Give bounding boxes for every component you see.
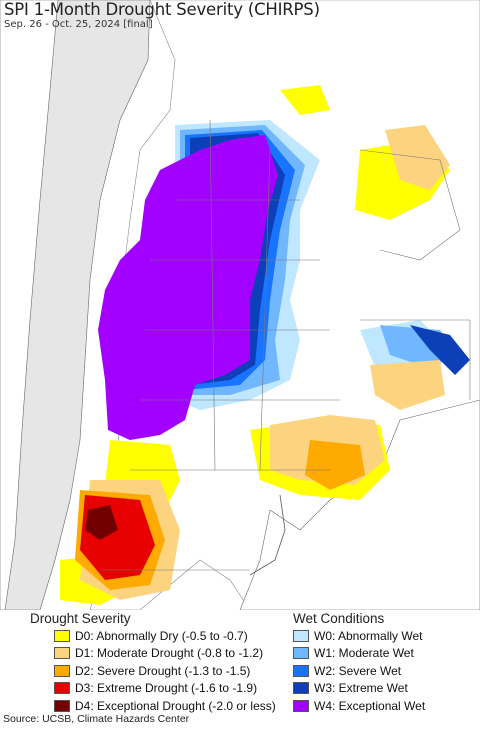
- legend-drought: Drought Severity D0: Abnormally Dry (-0.…: [30, 610, 276, 715]
- title-block: SPI 1-Month Drought Severity (CHIRPS) Se…: [4, 0, 320, 31]
- legend-label-w3: W3: Extreme Wet: [314, 681, 408, 696]
- legend-label-w1: W1: Moderate Wet: [314, 646, 414, 661]
- drought-map: [0, 0, 480, 610]
- legend-item-d0: D0: Abnormally Dry (-0.5 to -0.7): [30, 627, 276, 645]
- legend-wet-heading: Wet Conditions: [293, 611, 385, 626]
- legend-label-d2: D2: Severe Drought (-1.3 to -1.5): [75, 663, 251, 678]
- legend-label-d0: D0: Abnormally Dry (-0.5 to -0.7): [75, 628, 248, 643]
- legend-item-w0: W0: Abnormally Wet: [293, 627, 425, 645]
- legend-drought-heading: Drought Severity: [30, 611, 131, 626]
- legend-swatch-d0: [54, 629, 70, 642]
- w4-region: [98, 135, 278, 440]
- legend-swatch-d4: [54, 699, 70, 712]
- d4-south: [85, 505, 118, 540]
- legend-item-w2: W2: Severe Wet: [293, 662, 425, 680]
- legend-item-d4: D4: Exceptional Drought (-2.0 or less): [30, 697, 276, 715]
- atlantic-ocean: [239, 399, 480, 610]
- map-title: SPI 1-Month Drought Severity (CHIRPS): [4, 0, 320, 19]
- legend-swatch-w3: [293, 682, 309, 695]
- legend-item-w4: W4: Exceptional Wet: [293, 697, 425, 715]
- legend-label-w0: W0: Abnormally Wet: [314, 628, 423, 643]
- source-credit: Source: UCSB, Climate Hazards Center: [3, 713, 190, 725]
- w3-region-east: [410, 325, 470, 375]
- d2-central: [305, 440, 365, 490]
- legend-item-d2: D2: Severe Drought (-1.3 to -1.5): [30, 662, 276, 680]
- coastline: [249, 494, 286, 576]
- legend-label-d1: D1: Moderate Drought (-0.8 to -1.2): [75, 646, 264, 661]
- d0-north: [280, 85, 330, 115]
- legend-item-d1: D1: Moderate Drought (-0.8 to -1.2): [30, 645, 276, 663]
- legend-swatch-w1: [293, 647, 309, 660]
- legend-wet: Wet Conditions W0: Abnormally Wet W1: Mo…: [293, 610, 425, 715]
- legend-label-w4: W4: Exceptional Wet: [314, 698, 426, 713]
- legend-item-d3: D3: Extreme Drought (-1.6 to -1.9): [30, 680, 276, 698]
- legend-swatch-d3: [54, 682, 70, 695]
- legend-swatch-w2: [293, 664, 309, 677]
- map-subtitle: Sep. 26 - Oct. 25, 2024 [final]: [4, 19, 153, 30]
- d1-northeast: [385, 125, 450, 190]
- pacific-ocean: [0, 0, 59, 610]
- legend-swatch-w4: [293, 699, 309, 712]
- legend-item-w1: W1: Moderate Wet: [293, 645, 425, 663]
- legend-label-d4: D4: Exceptional Drought (-2.0 or less): [75, 698, 276, 713]
- d1-east: [370, 360, 445, 410]
- legend-item-w3: W3: Extreme Wet: [293, 680, 425, 698]
- map-svg: [0, 0, 480, 610]
- legend: Drought Severity D0: Abnormally Dry (-0.…: [0, 610, 480, 713]
- province-borders: [100, 119, 471, 571]
- legend-swatch-w0: [293, 629, 309, 642]
- legend-swatch-d1: [54, 647, 70, 660]
- legend-swatch-d2: [54, 664, 70, 677]
- legend-label-w2: W2: Severe Wet: [314, 663, 402, 678]
- legend-label-d3: D3: Extreme Drought (-1.6 to -1.9): [75, 681, 258, 696]
